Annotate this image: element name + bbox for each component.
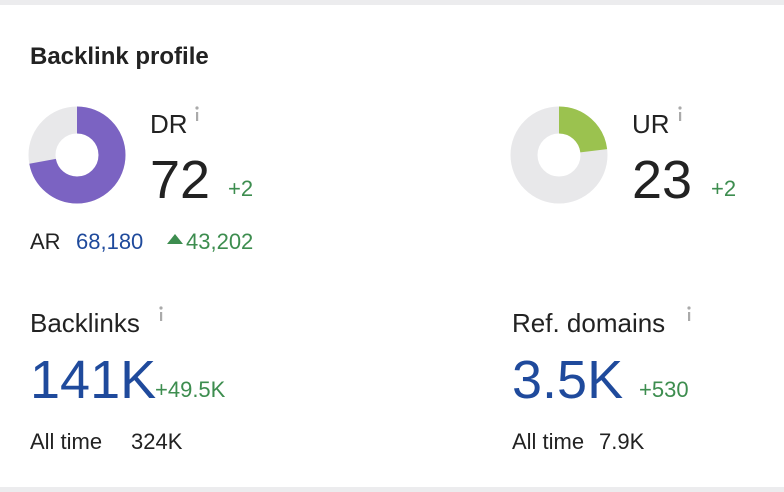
backlinks-value: 141K (30, 350, 156, 410)
ref-domains-all-time-label: All time (512, 429, 584, 454)
ur-donut (510, 106, 608, 204)
dr-change: +2 (228, 176, 253, 201)
ar-label: AR (30, 229, 61, 254)
donut-arc (28, 106, 126, 204)
ref-domains-label: Ref. domains (512, 308, 665, 338)
ur-change: +2 (711, 176, 736, 201)
info-icon (195, 106, 199, 121)
card-title: Backlink profile (30, 43, 209, 70)
donut-arc (510, 106, 608, 204)
backlinks-label: Backlinks (30, 308, 140, 338)
backlinks-change: +49.5K (155, 377, 226, 402)
backlinks-all-time-label: All time (30, 429, 102, 454)
ur-value: 23 (632, 150, 692, 210)
ar-value: 68,180 (76, 229, 143, 254)
ur-label: UR (632, 109, 670, 139)
dr-value: 72 (150, 150, 210, 210)
ar-change: 43,202 (186, 229, 253, 254)
ref-domains-value: 3.5K (512, 350, 623, 410)
info-icon (687, 306, 691, 321)
ref-domains-change: +530 (639, 377, 689, 402)
info-icon (159, 306, 163, 321)
info-icon (678, 106, 682, 121)
dr-label: DR (150, 109, 188, 139)
ref-domains-all-time-value: 7.9K (599, 429, 645, 454)
up-arrow (167, 234, 183, 244)
card-background (0, 5, 784, 487)
dr-donut (28, 106, 126, 204)
backlinks-all-time-value: 324K (131, 429, 183, 454)
